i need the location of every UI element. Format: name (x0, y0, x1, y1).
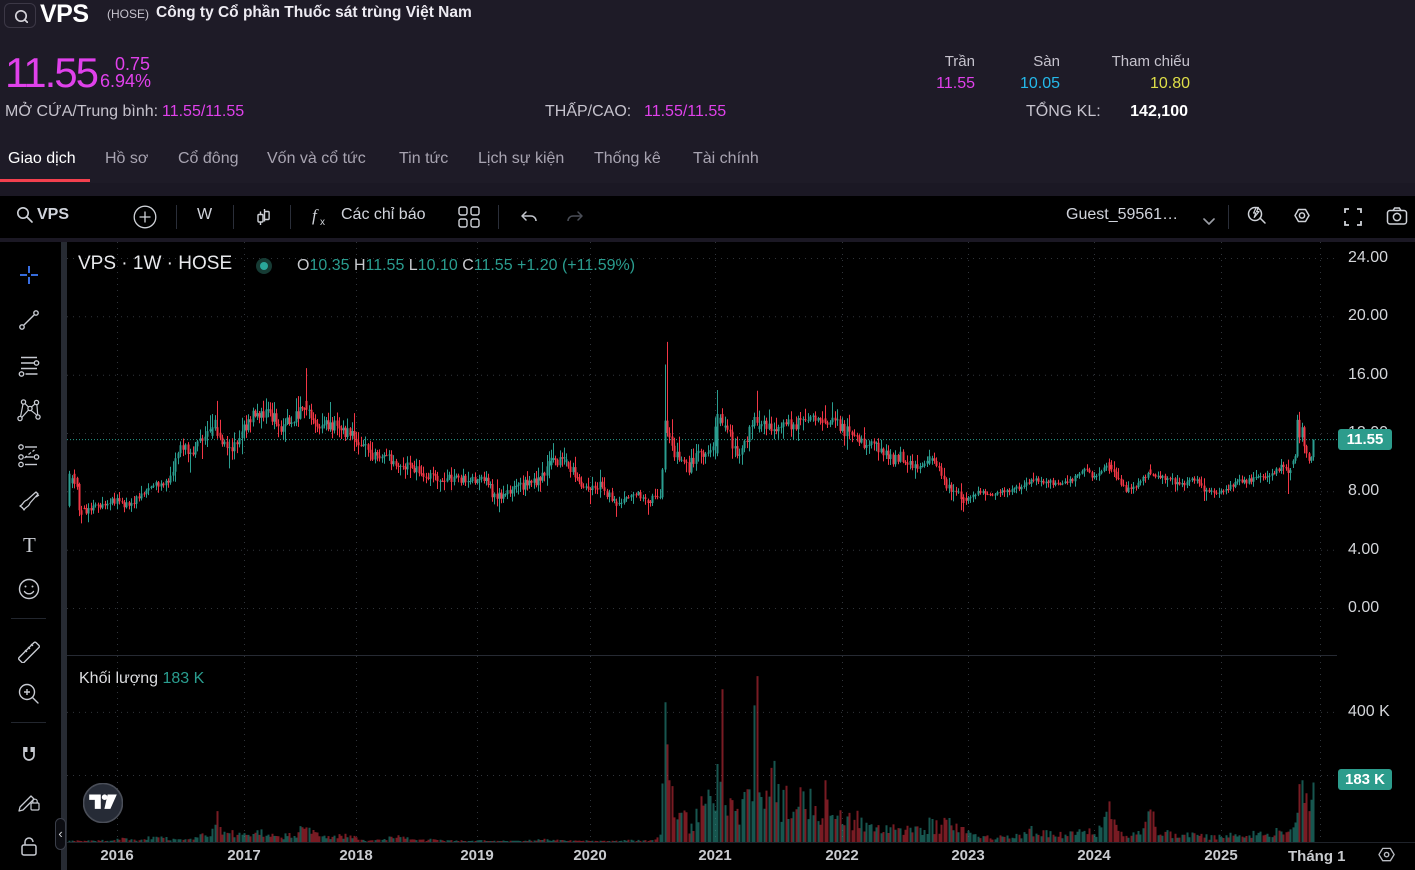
svg-text:T: T (23, 533, 36, 557)
svg-text:f: f (312, 206, 319, 225)
svg-text:x: x (320, 217, 325, 228)
